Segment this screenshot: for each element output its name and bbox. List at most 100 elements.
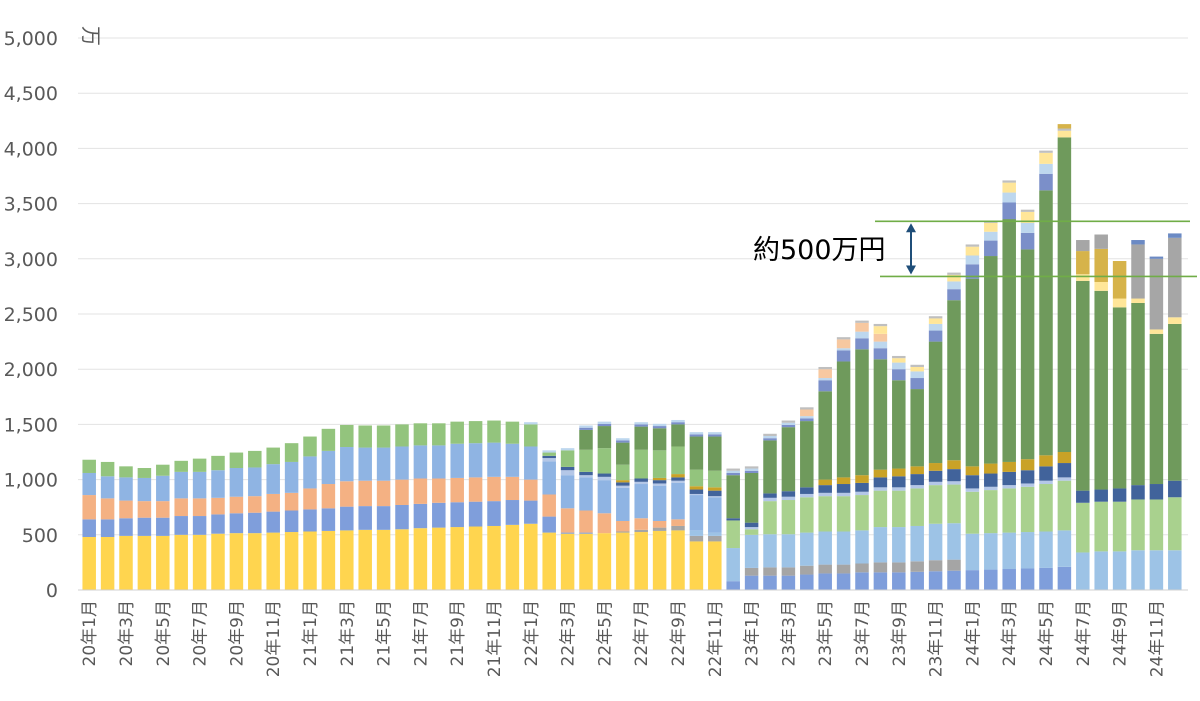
bar-segment — [836, 477, 851, 485]
bar-segment — [303, 436, 317, 457]
bar-segment — [910, 571, 924, 590]
bar-segment — [174, 516, 188, 535]
bar-segment — [450, 527, 464, 590]
y-tick-label: 3,000 — [4, 249, 58, 271]
bar-segment — [800, 409, 814, 417]
bar-stack — [818, 366, 832, 590]
bar-segment — [468, 421, 483, 444]
bar-segment — [1020, 209, 1035, 212]
bar-segment — [119, 477, 133, 501]
bar-segment — [376, 506, 391, 530]
bar-segment — [947, 289, 961, 301]
bar-segment — [744, 466, 759, 469]
bar-segment — [800, 565, 814, 575]
bar-segment — [947, 272, 961, 275]
bar-stack — [321, 428, 336, 590]
bar-segment — [1149, 329, 1164, 334]
bar-segment — [1057, 566, 1072, 590]
bars — [82, 124, 1182, 590]
bar-segment — [726, 470, 740, 473]
x-tick-label: 21年9月 — [448, 600, 468, 666]
bar-stack — [800, 407, 814, 590]
bar-stack — [1112, 261, 1127, 590]
bar-segment — [873, 469, 888, 478]
bar-segment — [1131, 240, 1145, 245]
bar-segment — [726, 468, 740, 471]
bar-segment — [708, 487, 722, 491]
bar-segment — [616, 531, 630, 533]
bar-segment — [156, 535, 170, 590]
bar-segment — [1020, 222, 1035, 233]
bar-segment — [708, 496, 722, 498]
bar-segment — [928, 481, 943, 486]
bar-segment — [395, 446, 409, 480]
bar-segment — [413, 423, 428, 446]
bar-segment — [818, 391, 832, 480]
bar-segment — [229, 496, 244, 514]
bar-stack — [119, 466, 133, 590]
bar-segment — [708, 470, 722, 488]
bar-segment — [303, 456, 317, 489]
bar-segment — [579, 425, 593, 428]
bar-segment — [616, 438, 630, 441]
bar-segment — [781, 500, 796, 535]
bar-segment — [763, 493, 777, 498]
bar-stack — [358, 425, 372, 590]
bar-stack — [1039, 150, 1053, 590]
bar-segment — [395, 504, 409, 530]
bar-stack — [284, 443, 299, 590]
bar-segment — [1057, 124, 1072, 129]
bar-segment — [708, 541, 722, 590]
bar-segment — [836, 492, 851, 497]
x-tick-label: 21年3月 — [338, 600, 358, 666]
bar-segment — [836, 484, 851, 493]
bar-segment — [1020, 249, 1035, 460]
bar-segment — [836, 337, 851, 340]
bar-segment — [965, 488, 980, 492]
bar-segment — [873, 487, 888, 491]
x-tick-label: 22年11月 — [706, 600, 726, 677]
bar-segment — [560, 475, 575, 509]
bar-segment — [855, 530, 869, 564]
bar-segment — [616, 482, 630, 486]
bar-segment — [744, 529, 759, 535]
bar-segment — [965, 264, 980, 279]
bar-segment — [965, 278, 980, 467]
bar-segment — [1039, 163, 1053, 174]
bar-segment — [505, 524, 520, 590]
bar-segment — [818, 380, 832, 392]
bar-segment — [321, 530, 336, 590]
bar-stack — [855, 320, 869, 590]
bar-segment — [1094, 248, 1108, 282]
bar-segment — [744, 575, 759, 590]
bar-stack — [892, 355, 906, 590]
bar-segment — [873, 562, 888, 573]
bar-stack — [229, 452, 244, 590]
bar-segment — [800, 421, 814, 488]
y-tick-label: 500 — [22, 525, 58, 547]
bar-segment — [579, 532, 593, 534]
bar-segment — [1057, 480, 1072, 531]
bar-segment — [781, 422, 796, 425]
bar-segment — [1076, 502, 1090, 553]
bar-segment — [1039, 190, 1053, 456]
bar-segment — [708, 490, 722, 497]
bar-segment — [284, 510, 299, 533]
bar-segment — [156, 501, 170, 518]
bar-segment — [505, 421, 520, 444]
bar-segment — [708, 532, 722, 536]
bar-segment — [836, 531, 851, 565]
bar-segment — [229, 452, 244, 469]
bar-stack — [1131, 240, 1145, 590]
bar-stack — [928, 316, 943, 590]
bar-segment — [211, 455, 225, 471]
bar-segment — [947, 300, 961, 461]
bar-segment — [984, 463, 998, 474]
bar-segment — [1039, 173, 1053, 191]
y-tick-label: 2,500 — [4, 304, 58, 326]
bar-segment — [468, 477, 483, 502]
bar-segment — [579, 429, 593, 450]
unit-label: 万 — [79, 26, 103, 46]
bar-segment — [248, 467, 262, 497]
bar-segment — [1149, 258, 1164, 330]
